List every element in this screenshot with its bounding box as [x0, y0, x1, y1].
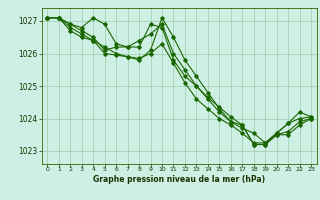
X-axis label: Graphe pression niveau de la mer (hPa): Graphe pression niveau de la mer (hPa) — [93, 175, 265, 184]
